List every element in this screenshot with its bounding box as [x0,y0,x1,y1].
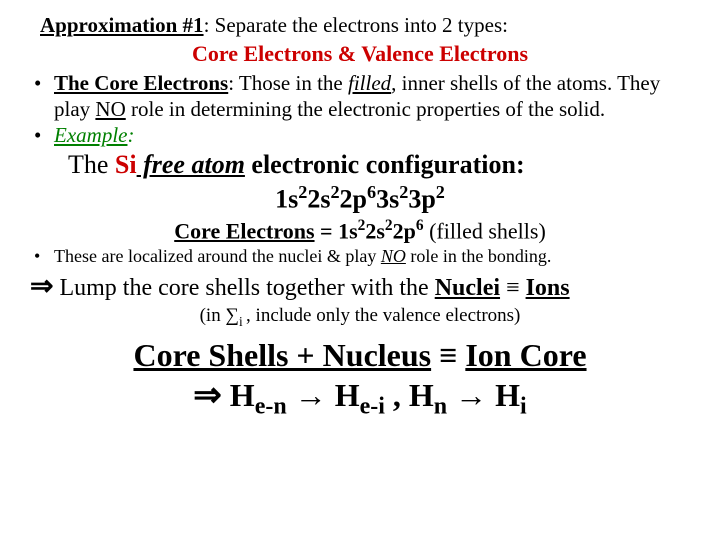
title-line: Approximation #1: Separate the electrons… [40,12,700,38]
bullet-dot: • [34,70,54,123]
paren-line: (in ∑i , include only the valence electr… [20,304,700,330]
si-line: The Si free atom electronic configuratio… [68,149,700,182]
bullet-text: The Core Electrons: Those in the filled,… [54,70,700,123]
bullet-dot: • [34,122,54,148]
bullet-text: These are localized around the nuclei & … [54,245,700,268]
core-electrons-line: Core Electrons = 1s22s22p6 (filled shell… [20,216,700,245]
bullet-text: Example: [54,122,700,148]
title-rest: : Separate the electrons into 2 types: [204,13,508,37]
double-arrow-icon: ⇒ [30,271,53,302]
big-eq-line1: Core Shells + Nucleus ≡ Ion Core [20,335,700,375]
bullet-dot: • [34,245,54,268]
lump-line: ⇒ Lump the core shells together with the… [30,269,700,304]
electron-config: 1s22s22p63s23p2 [20,181,700,216]
bullet-core-electrons: • The Core Electrons: Those in the fille… [34,70,700,123]
subtitle: Core Electrons & Valence Electrons [20,40,700,68]
title-lead: Approximation #1 [40,13,204,37]
core-lead: The Core Electrons [54,71,228,95]
big-equation: Core Shells + Nucleus ≡ Ion Core ⇒ He-n … [20,335,700,421]
bullet-example: • Example: [34,122,700,148]
big-eq-line2: ⇒ He-n → He-i , Hn → Hi [20,375,700,421]
double-arrow-icon: ⇒ [193,377,222,414]
bullet-localized: • These are localized around the nuclei … [34,245,700,268]
